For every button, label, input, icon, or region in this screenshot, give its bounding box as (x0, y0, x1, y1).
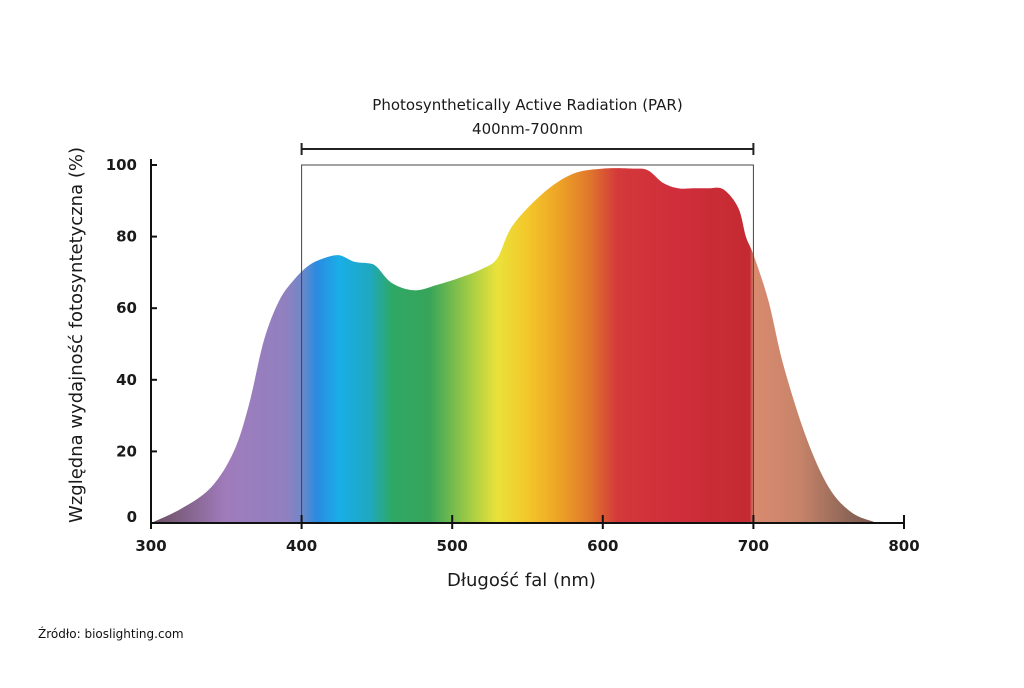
source-note: Źródło: bioslighting.com (38, 627, 184, 641)
par-annotation-2: 400nm-700nm (472, 120, 583, 138)
spectrum-area-layer (151, 168, 882, 523)
y-tick-label-60: 60 (116, 299, 137, 317)
y-axis-title: Względna wydajność fotosyntetyczna (%) (66, 147, 87, 523)
y-tick-label-40: 40 (116, 371, 137, 389)
axes-layer (150, 159, 905, 529)
x-tick-label-600: 600 (587, 537, 618, 555)
x-axis-title: Długość fal (nm) (447, 570, 596, 591)
x-tick-label-500: 500 (437, 537, 468, 555)
y-tick-label-0: 0 (127, 508, 137, 526)
labels-layer: Photosynthetically Active Radiation (PAR… (66, 96, 920, 591)
x-tick-label-300: 300 (135, 537, 166, 555)
x-tick-label-400: 400 (286, 537, 317, 555)
spectrum-area (151, 168, 882, 523)
x-tick-label-800: 800 (888, 537, 919, 555)
par-annotation-1: Photosynthetically Active Radiation (PAR… (372, 96, 682, 114)
y-tick-label-20: 20 (116, 442, 137, 460)
y-tick-label-80: 80 (116, 228, 137, 246)
y-tick-label-100: 100 (106, 156, 137, 174)
x-tick-label-700: 700 (738, 537, 769, 555)
